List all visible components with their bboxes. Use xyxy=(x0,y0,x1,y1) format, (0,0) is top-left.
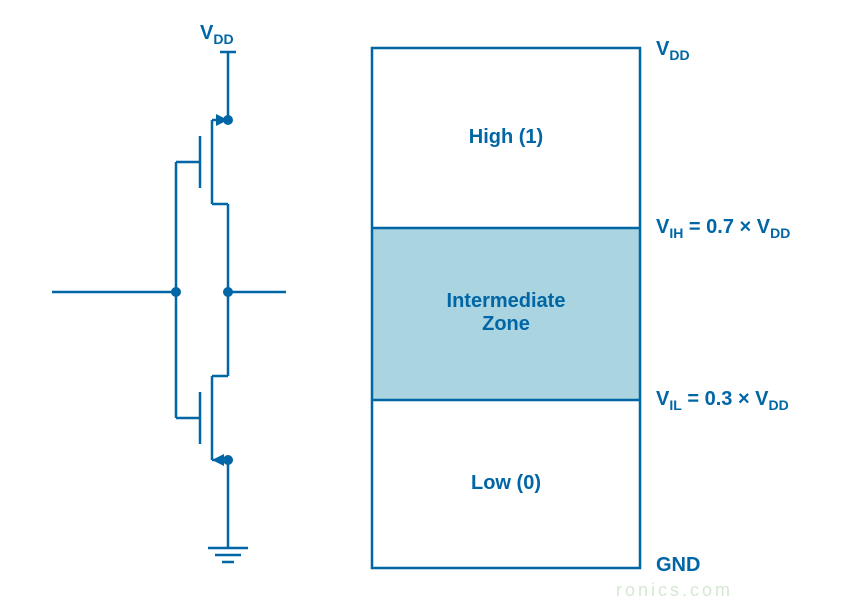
level-high-label: High (1) xyxy=(372,126,640,149)
diagram-canvas: ronics.com VDD High (1) IntermediateZone… xyxy=(0,0,850,608)
level-intermediate-label: IntermediateZone xyxy=(372,290,640,336)
level-vil-label: VIL = 0.3 × VDD xyxy=(656,388,789,413)
circuit-vdd-label: VDD xyxy=(200,22,234,47)
level-vdd-label: VDD xyxy=(656,38,690,63)
level-low-label: Low (0) xyxy=(372,472,640,495)
level-vih-label: VIH = 0.7 × VDD xyxy=(656,216,790,241)
watermark-text: ronics.com xyxy=(616,580,733,601)
level-gnd-label: GND xyxy=(656,554,700,577)
